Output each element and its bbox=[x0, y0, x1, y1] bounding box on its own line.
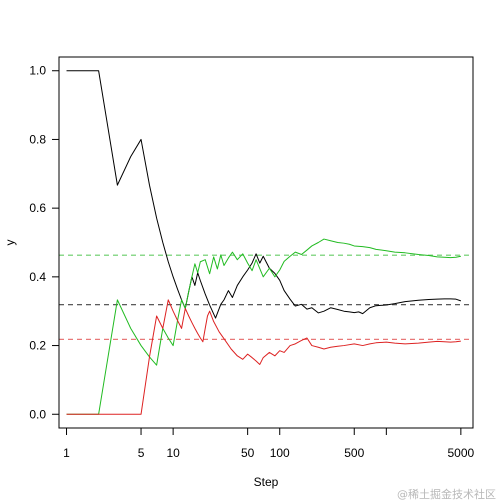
y-tick-label: 0.2 bbox=[29, 339, 46, 353]
series-lines bbox=[66, 70, 462, 415]
series-line-1 bbox=[66, 238, 461, 415]
x-tick-label: 5 bbox=[138, 446, 145, 460]
y-axis-title: y bbox=[3, 240, 17, 246]
x-axis-title: Step bbox=[254, 475, 279, 489]
y-tick-label: 1.0 bbox=[29, 64, 46, 78]
plot-frame bbox=[58, 56, 474, 429]
y-tick-label: 0.6 bbox=[29, 201, 46, 215]
x-tick-label: 100 bbox=[270, 446, 290, 460]
y-tick-label: 0.8 bbox=[29, 132, 46, 146]
x-tick-label: 5000 bbox=[448, 446, 475, 460]
x-tick-label: 500 bbox=[344, 446, 364, 460]
series-line-0 bbox=[66, 70, 462, 319]
x-tick-label: 1 bbox=[63, 446, 70, 460]
watermark: @稀土掘金技术社区 bbox=[397, 488, 496, 501]
x-axis: 1 5 10 50 100 500 5000 bbox=[63, 427, 475, 460]
y-axis: 0.0 0.2 0.4 0.6 0.8 1.0 bbox=[29, 64, 60, 421]
reference-lines bbox=[59, 254, 473, 340]
x-tick-label: 10 bbox=[166, 446, 180, 460]
x-tick-label: 50 bbox=[241, 446, 255, 460]
y-tick-label: 0.4 bbox=[29, 270, 46, 284]
series-line-2 bbox=[66, 299, 461, 415]
y-tick-label: 0.0 bbox=[29, 407, 46, 421]
